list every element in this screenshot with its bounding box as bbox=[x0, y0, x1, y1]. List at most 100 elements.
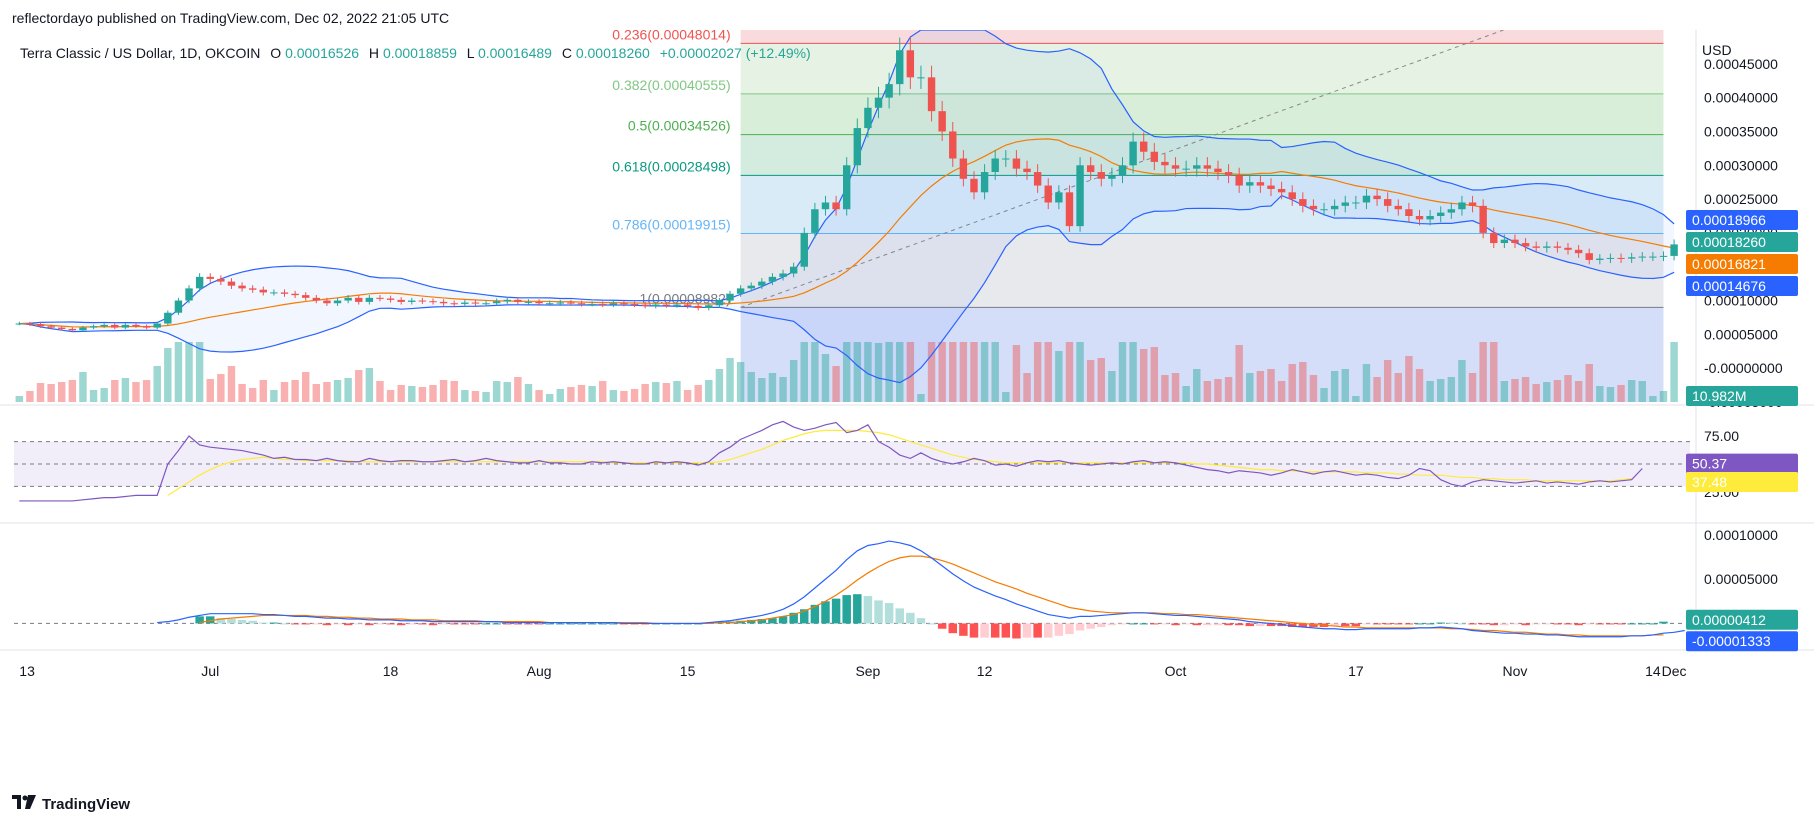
fib-zone bbox=[740, 30, 1664, 44]
candle-body bbox=[1362, 195, 1371, 203]
candle-body bbox=[1267, 185, 1275, 189]
date-tick-label: Dec bbox=[1662, 663, 1687, 679]
volume-bar bbox=[917, 394, 925, 402]
candle-body bbox=[1235, 175, 1243, 186]
macd-histogram-bar bbox=[810, 604, 820, 624]
tradingview-brand[interactable]: TradingView bbox=[12, 795, 130, 813]
candle-body bbox=[641, 304, 649, 306]
candle-body bbox=[89, 326, 98, 328]
macd-histogram-bar bbox=[800, 609, 809, 624]
volume-bar bbox=[312, 384, 321, 402]
volume-bar bbox=[683, 390, 692, 402]
volume-bar bbox=[68, 380, 77, 402]
candle-body bbox=[1426, 216, 1434, 220]
volume-bar bbox=[1256, 371, 1265, 402]
date-tick-label: Aug bbox=[527, 663, 552, 679]
price-tags: 0.00018966 0.00018260 0.00016821 0.00014676… bbox=[1686, 210, 1798, 652]
macd-histogram-bar bbox=[980, 623, 989, 638]
candle-body bbox=[1638, 256, 1646, 258]
candle-body bbox=[1447, 209, 1456, 213]
volume-bar bbox=[1415, 369, 1424, 402]
candle-body bbox=[1341, 202, 1349, 206]
candle-body bbox=[694, 305, 702, 308]
volume-bar bbox=[1405, 356, 1413, 402]
volume-bar bbox=[1521, 377, 1530, 402]
candle-body bbox=[1596, 258, 1604, 260]
candle-body bbox=[312, 297, 321, 301]
macd-tick-label: 0.00010000 bbox=[1704, 527, 1778, 543]
fib-level-label: 1(0.00008982) bbox=[640, 290, 731, 306]
candle-body bbox=[991, 158, 999, 173]
price-tick-label: 0.00005000 bbox=[1704, 326, 1778, 342]
price-tag-bg bbox=[1686, 254, 1798, 274]
macd-histogram-bar bbox=[1595, 623, 1605, 625]
macd-histogram-bar bbox=[503, 623, 512, 625]
macd-histogram-bar bbox=[524, 623, 533, 625]
rsi-tag: 37.48 bbox=[1692, 474, 1727, 490]
price-tick-label: 0.00040000 bbox=[1704, 90, 1778, 106]
macd-histogram-bar bbox=[205, 616, 215, 624]
macd-histogram-bar bbox=[1086, 623, 1095, 629]
volume-bar bbox=[747, 372, 755, 402]
volume-bar bbox=[217, 374, 225, 402]
date-tick-label: 12 bbox=[977, 663, 993, 679]
fib-zone bbox=[740, 93, 1664, 135]
macd-histogram-bar bbox=[481, 623, 491, 625]
volume-bar bbox=[1585, 364, 1593, 402]
volume-bar bbox=[1479, 342, 1487, 402]
candle-body bbox=[885, 84, 893, 98]
macd-histogram-bar bbox=[1256, 623, 1265, 627]
fibonacci-retracement[interactable]: 0.236(0.00048014) 0.382(0.00040555) 0.5(0.… bbox=[612, 30, 1664, 402]
macd-histogram-bar bbox=[195, 616, 204, 624]
volume-bar bbox=[1161, 375, 1169, 402]
chart-canvas[interactable]: 0.236(0.00048014) 0.382(0.00040555) 0.5(0.… bbox=[0, 30, 1814, 790]
legend-close-label: C bbox=[562, 45, 572, 61]
volume-bar bbox=[1458, 360, 1466, 402]
macd-histogram-bar bbox=[969, 623, 979, 638]
volume-bar bbox=[164, 348, 172, 402]
volume-bar bbox=[821, 354, 830, 402]
legend-symbol: Terra Classic / US Dollar, 1D, OKCOIN bbox=[20, 45, 260, 61]
macd-histogram-bar bbox=[556, 623, 565, 625]
macd-histogram-bar bbox=[1542, 623, 1552, 625]
candle-body bbox=[864, 107, 872, 129]
volume-bar bbox=[439, 380, 448, 402]
candle-body bbox=[47, 326, 55, 328]
macd-histogram-bar bbox=[1383, 623, 1392, 625]
macd-histogram-bar bbox=[333, 623, 342, 625]
candle-body bbox=[683, 304, 692, 306]
macd-histogram-bar bbox=[1510, 623, 1520, 625]
candle-body bbox=[1309, 205, 1318, 210]
volume-bar bbox=[36, 383, 45, 402]
volume-bar bbox=[79, 372, 87, 402]
volume-bar bbox=[344, 378, 352, 402]
macd-histogram-bar bbox=[439, 623, 448, 625]
macd-histogram-bar bbox=[1404, 623, 1414, 625]
volume-bar bbox=[1574, 381, 1583, 402]
volume-bar bbox=[853, 342, 862, 402]
candle-body bbox=[811, 209, 819, 233]
macd-histogram-bar bbox=[1468, 623, 1477, 625]
macd-histogram-bar bbox=[990, 623, 1000, 638]
volume-bar bbox=[280, 382, 289, 402]
macd-histogram-bar bbox=[1287, 623, 1297, 627]
candle-body bbox=[1553, 246, 1562, 248]
date-tick-label: 14 bbox=[1645, 663, 1661, 679]
candle-body bbox=[1574, 249, 1583, 254]
volume-bar bbox=[376, 381, 384, 402]
macd-histogram-bar bbox=[884, 603, 894, 624]
volume-bar bbox=[248, 388, 257, 402]
volume-bar bbox=[1553, 380, 1562, 402]
volume-bar bbox=[1097, 358, 1105, 402]
volume-bar bbox=[1320, 388, 1328, 402]
macd-histogram-bar bbox=[757, 619, 767, 624]
candle-body bbox=[1277, 188, 1286, 193]
candle-body bbox=[970, 178, 978, 193]
candle-body bbox=[1002, 158, 1010, 160]
macd-tag-bg bbox=[1686, 631, 1798, 652]
volume-bar bbox=[535, 390, 543, 402]
candle-body bbox=[461, 302, 469, 304]
candle-body bbox=[1086, 165, 1095, 173]
macd-histogram-bar bbox=[418, 623, 427, 625]
